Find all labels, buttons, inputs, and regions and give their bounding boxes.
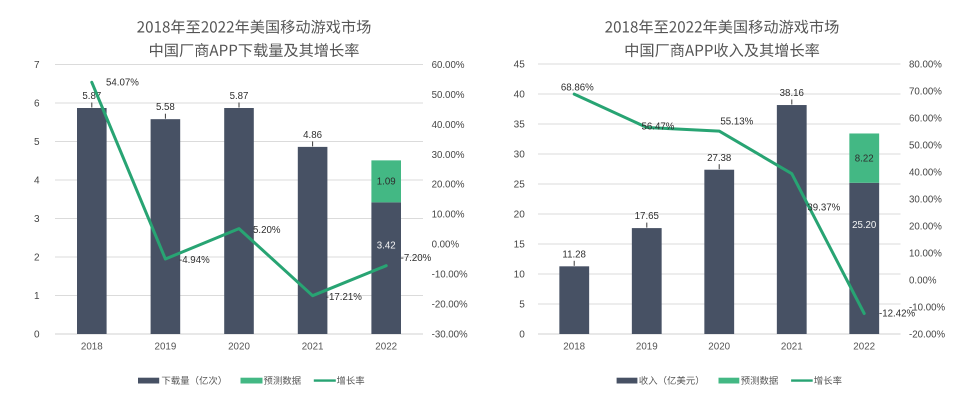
svg-text:1: 1 (34, 291, 40, 302)
svg-text:40: 40 (514, 90, 526, 101)
svg-text:10.00%: 10.00% (432, 210, 465, 221)
svg-text:25: 25 (514, 180, 526, 191)
svg-text:0.00%: 0.00% (432, 240, 460, 251)
svg-text:-20.00%: -20.00% (909, 329, 945, 340)
svg-text:5.20%: 5.20% (253, 225, 281, 236)
svg-text:50.00%: 50.00% (432, 90, 465, 101)
svg-text:45: 45 (514, 60, 526, 71)
svg-text:38.16: 38.16 (780, 88, 804, 99)
svg-text:2022: 2022 (853, 341, 875, 352)
svg-text:2019: 2019 (155, 341, 177, 352)
svg-text:-20.00%: -20.00% (432, 300, 468, 311)
svg-text:40.00%: 40.00% (432, 120, 465, 131)
svg-text:8.22: 8.22 (855, 154, 874, 165)
svg-text:7: 7 (34, 60, 40, 71)
svg-text:40.00%: 40.00% (909, 167, 942, 178)
svg-text:3: 3 (34, 214, 40, 225)
svg-text:5: 5 (519, 300, 525, 311)
svg-text:11.28: 11.28 (562, 249, 586, 260)
svg-text:5.87: 5.87 (82, 91, 101, 102)
svg-text:-17.21%: -17.21% (326, 292, 362, 303)
svg-text:39.37%: 39.37% (807, 202, 840, 213)
svg-text:-7.20%: -7.20% (401, 253, 432, 264)
svg-text:30: 30 (514, 150, 526, 161)
svg-text:0: 0 (519, 330, 525, 341)
svg-text:15: 15 (514, 240, 526, 251)
svg-text:2022: 2022 (375, 341, 397, 352)
svg-text:0: 0 (34, 330, 40, 341)
svg-text:4.86: 4.86 (303, 130, 322, 141)
svg-text:60.00%: 60.00% (909, 113, 942, 124)
svg-text:0.00%: 0.00% (909, 275, 937, 286)
svg-text:2: 2 (34, 253, 40, 264)
svg-text:2018: 2018 (563, 341, 585, 352)
svg-text:-4.94%: -4.94% (179, 255, 210, 266)
svg-text:50.00%: 50.00% (909, 140, 942, 151)
svg-text:30.00%: 30.00% (909, 194, 942, 205)
svg-text:2021: 2021 (781, 341, 803, 352)
svg-text:80.00%: 80.00% (909, 59, 942, 70)
svg-text:-30.00%: -30.00% (432, 329, 468, 340)
svg-text:6: 6 (34, 99, 40, 110)
svg-text:2021: 2021 (302, 341, 324, 352)
svg-text:5.87: 5.87 (230, 91, 249, 102)
svg-text:20.00%: 20.00% (909, 221, 942, 232)
svg-text:20: 20 (514, 210, 526, 221)
svg-text:27.38: 27.38 (707, 153, 731, 164)
svg-text:-12.42%: -12.42% (879, 308, 915, 319)
svg-text:55.13%: 55.13% (720, 117, 753, 128)
svg-text:20.00%: 20.00% (432, 180, 465, 191)
svg-text:3.42: 3.42 (377, 241, 396, 252)
svg-text:25.20: 25.20 (852, 220, 877, 231)
svg-text:2020: 2020 (228, 341, 250, 352)
svg-text:2019: 2019 (636, 341, 658, 352)
svg-text:2018: 2018 (81, 341, 103, 352)
svg-text:17.65: 17.65 (635, 211, 659, 222)
svg-text:35: 35 (514, 120, 526, 131)
svg-text:30.00%: 30.00% (432, 150, 465, 161)
svg-text:56.47%: 56.47% (642, 122, 675, 133)
svg-text:4: 4 (34, 176, 40, 187)
svg-text:-10.00%: -10.00% (909, 302, 945, 313)
svg-text:70.00%: 70.00% (909, 86, 942, 97)
svg-text:68.86%: 68.86% (561, 83, 594, 94)
svg-text:1.09: 1.09 (377, 177, 396, 188)
svg-text:5.58: 5.58 (156, 102, 175, 113)
svg-text:10.00%: 10.00% (909, 248, 942, 259)
svg-text:10: 10 (514, 270, 526, 281)
svg-text:60.00%: 60.00% (432, 60, 465, 71)
svg-text:2020: 2020 (708, 341, 730, 352)
svg-text:-10.00%: -10.00% (432, 270, 468, 281)
svg-text:5: 5 (34, 137, 40, 148)
svg-text:54.07%: 54.07% (106, 78, 139, 89)
